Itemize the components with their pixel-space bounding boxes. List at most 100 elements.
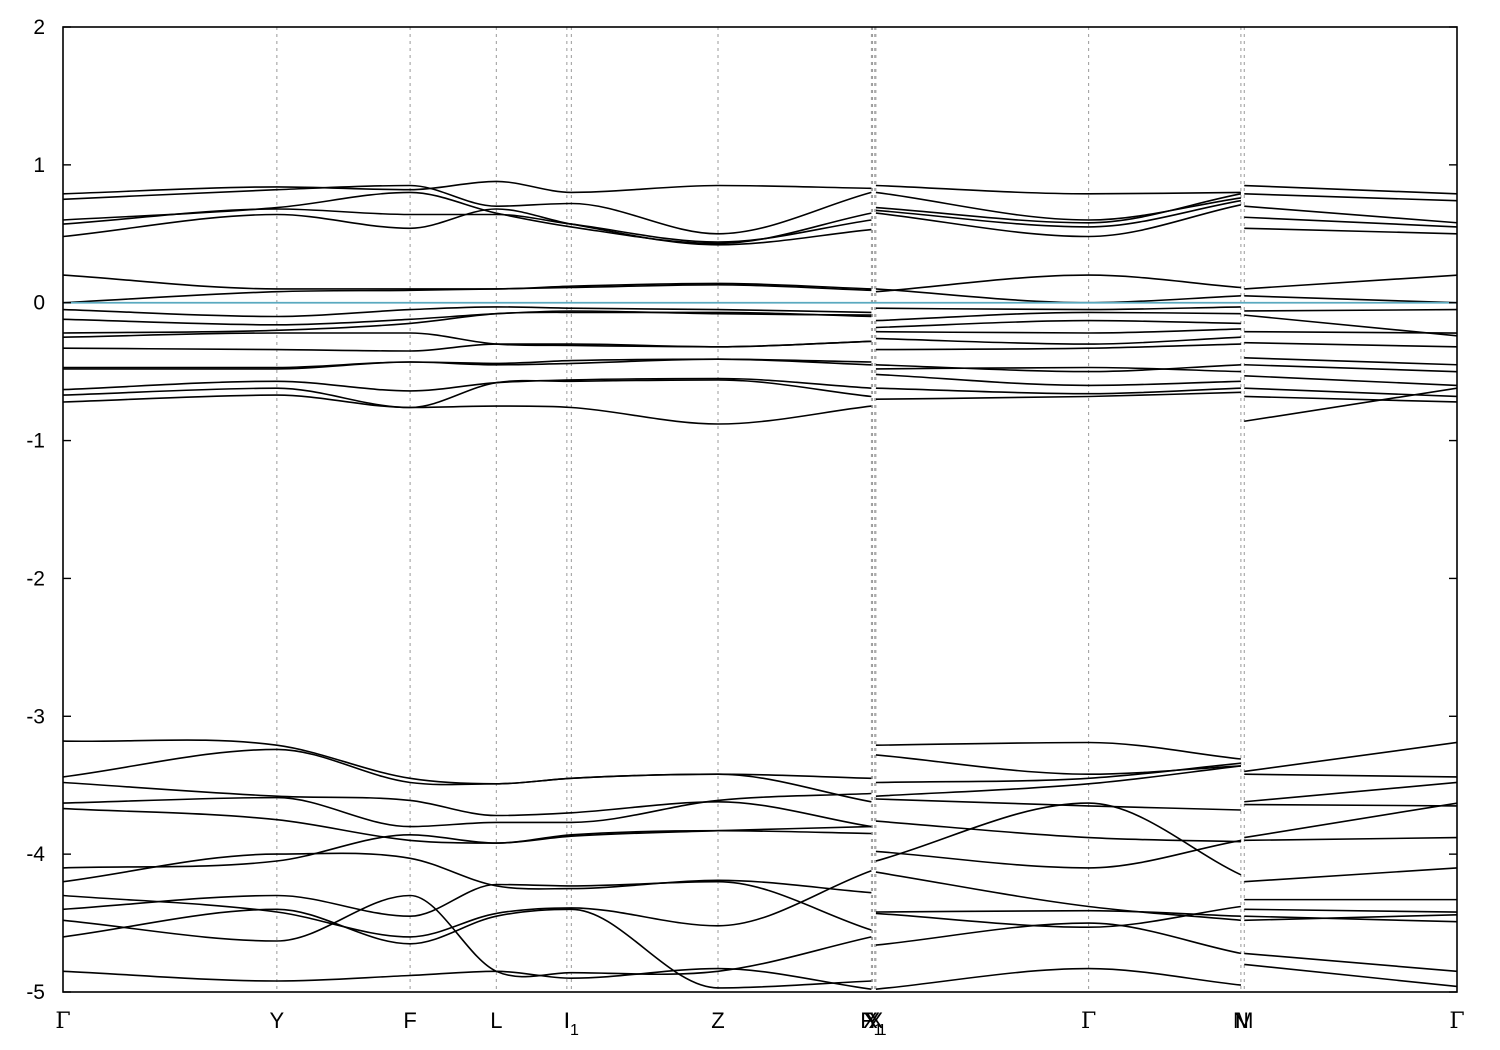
kpoint-grid-lines: [276, 27, 1245, 992]
band-line: [63, 208, 872, 243]
band-line: [63, 358, 872, 370]
band-line: [1244, 357, 1457, 366]
band-line: [63, 283, 872, 304]
band-line: [875, 909, 1241, 917]
band-line: [63, 825, 872, 869]
band-line: [1244, 914, 1457, 922]
band-line: [875, 193, 1242, 224]
band-line: [63, 274, 872, 290]
band-line: [875, 191, 1242, 221]
band-line: [875, 387, 1241, 395]
band-line: [875, 871, 1241, 922]
band-line: [875, 373, 1241, 387]
y-tick-label: 1: [33, 154, 45, 177]
band-line: [875, 288, 1241, 304]
band-line: [1244, 295, 1457, 304]
kpoint-label: Z: [711, 1008, 724, 1033]
kpoint-label-subscript: 1: [874, 1022, 883, 1039]
y-tick-label: 0: [33, 292, 45, 315]
band-line: [875, 366, 1241, 373]
band-line: [63, 792, 872, 828]
band-line: [1244, 387, 1457, 398]
band-line: [1244, 308, 1457, 312]
kpoint-label-subscript: 1: [570, 1022, 579, 1039]
band-line: [63, 781, 872, 828]
kpoint-label: Γ: [1449, 1009, 1464, 1034]
y-tick-label: -1: [26, 430, 45, 453]
band-line: [1244, 908, 1457, 913]
band-line: [875, 802, 1242, 876]
kpoint-label: M: [1235, 1008, 1253, 1033]
band-line: [63, 852, 872, 894]
band-lines: [63, 180, 1457, 990]
band-line: [875, 820, 1241, 843]
band-line: [63, 748, 872, 803]
band-line: [875, 343, 1241, 351]
band-line: [875, 306, 1241, 311]
y-tick-label: -4: [26, 843, 45, 866]
band-line: [63, 377, 872, 392]
band-line: [63, 180, 872, 195]
band-line: [1244, 803, 1457, 807]
kpoint-label: L: [490, 1008, 502, 1033]
kpoint-label: N: [1233, 1008, 1249, 1033]
band-line: [63, 332, 872, 348]
band-line: [1244, 341, 1457, 348]
band-line: [875, 328, 1241, 334]
band-line: [875, 762, 1241, 784]
band-line: [1244, 205, 1457, 224]
y-tick-label: -2: [26, 567, 45, 590]
band-line: [875, 905, 1242, 929]
band-line: [875, 274, 1241, 293]
band-line: [875, 839, 1242, 869]
band-line: [1244, 387, 1457, 423]
band-line: [875, 364, 1241, 373]
band-line: [875, 754, 1241, 776]
band-line: [63, 379, 872, 409]
band-line: [63, 739, 872, 785]
band-line: [1244, 963, 1457, 988]
band-line: [875, 311, 1241, 322]
kpoint-label: F: [403, 1008, 416, 1033]
band-line: [1244, 193, 1457, 202]
band-line: [63, 394, 872, 425]
band-line: [63, 208, 872, 246]
band-line: [1244, 802, 1457, 839]
band-line: [1244, 741, 1457, 773]
band-line: [875, 319, 1241, 329]
band-line: [1244, 374, 1457, 387]
band-line: [875, 922, 1242, 955]
band-line: [1244, 227, 1457, 235]
band-line: [1244, 952, 1457, 973]
band-line: [1244, 781, 1457, 803]
band-line: [1244, 216, 1457, 228]
band-line: [63, 807, 872, 844]
band-line: [875, 199, 1242, 228]
plot-frame: [62, 26, 1458, 993]
band-line: [875, 967, 1241, 990]
band-line: [875, 391, 1241, 400]
band-line: [1244, 363, 1457, 373]
band-line: [63, 306, 872, 318]
kpoint-label: X: [869, 1008, 884, 1033]
band-line: [63, 880, 872, 931]
kpoint-label: Γ: [55, 1009, 70, 1034]
band-line: [1244, 867, 1457, 883]
kpoint-label: I1: [564, 1008, 579, 1039]
band-line: [1244, 395, 1457, 403]
band-line: [63, 894, 872, 978]
band-line: [875, 765, 1241, 797]
band-line: [875, 204, 1242, 238]
band-line: [875, 741, 1241, 760]
band-line: [63, 311, 872, 334]
kpoint-label-subscript: 1: [878, 1022, 887, 1039]
band-line: [1244, 330, 1457, 334]
band-line: [1244, 836, 1457, 842]
band-line: [1244, 274, 1457, 290]
band-line: [875, 336, 1241, 345]
band-line: [63, 967, 872, 990]
band-line: [875, 798, 1241, 811]
band-line: [1244, 915, 1457, 923]
